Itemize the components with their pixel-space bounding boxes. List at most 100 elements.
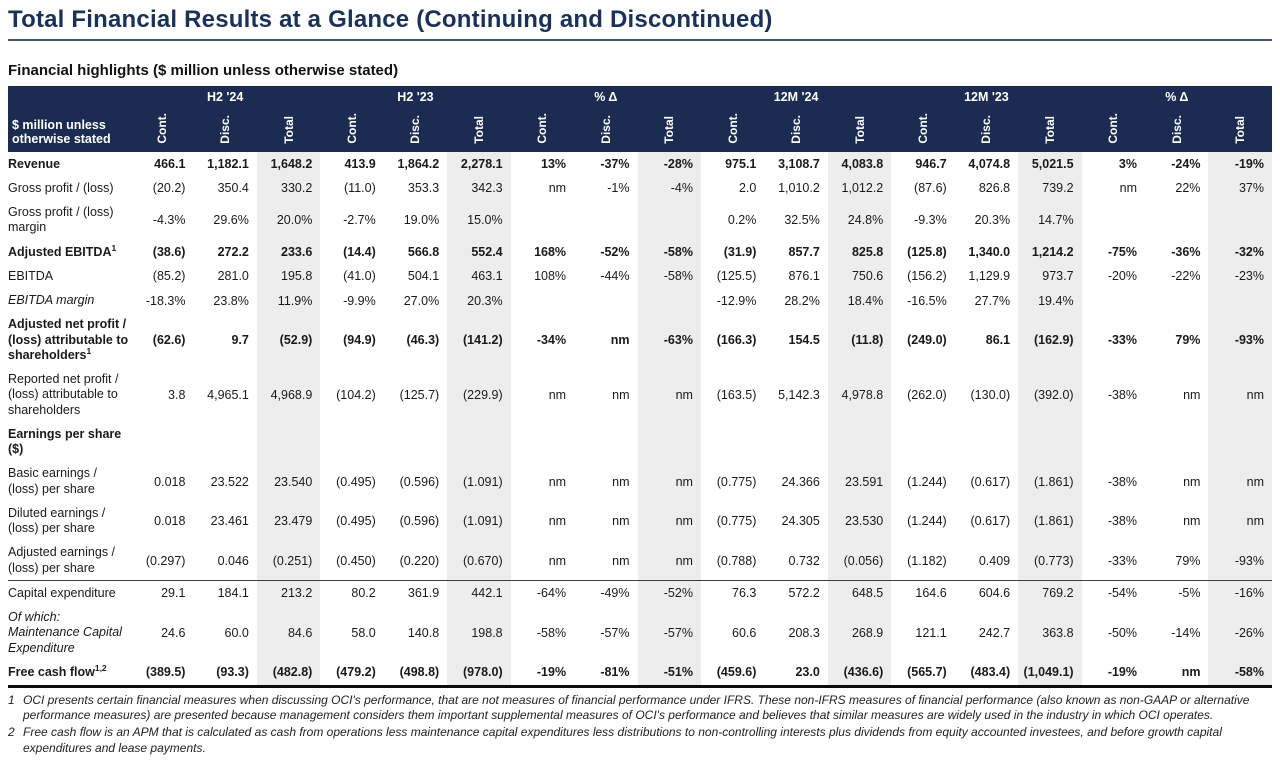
- cell-value: 0.018: [154, 474, 186, 489]
- cell-value: (436.6): [827, 660, 892, 688]
- cell-value: 213.2: [256, 580, 321, 606]
- cell-value: (52.9): [256, 312, 321, 368]
- cell-value: -24%: [1171, 157, 1201, 172]
- column-header-label: Cont.: [154, 113, 169, 144]
- column-header: Disc.: [764, 106, 828, 152]
- cell-value: nm: [612, 474, 630, 489]
- footnote-2: 2 Free cash flow is an APM that is calcu…: [8, 725, 1272, 757]
- cell-value: nm: [548, 181, 567, 196]
- cell-value: 825.8: [827, 240, 892, 265]
- cell-value: -23%: [1208, 264, 1272, 289]
- column-header: Cont.: [130, 106, 194, 152]
- cell-value: 750.6: [827, 264, 892, 289]
- cell-value: 184.1: [193, 580, 257, 606]
- table-body: Revenue 466.1 1,182.1 1,648.2 413.9 1,864.2 2,…: [8, 152, 1272, 688]
- group-header: 12M '23: [891, 86, 1082, 106]
- cell-value: nm: [612, 387, 630, 402]
- cell-value: (565.7): [891, 660, 955, 688]
- row-label: Basic earnings / (loss) per share: [8, 466, 97, 496]
- cell-value: (0.670): [447, 540, 511, 581]
- cell-value: 4,965.1: [207, 387, 249, 402]
- cell-value: [447, 422, 511, 462]
- cell-value: (1.861): [1018, 461, 1082, 502]
- cell-value: nm: [548, 387, 567, 402]
- cell-value: (11.8): [827, 312, 892, 368]
- cell-value: 739.2: [1018, 176, 1082, 201]
- table-header: $ million unless otherwise stated H2 '24…: [8, 86, 1272, 152]
- cell-value: 281.0: [217, 269, 249, 284]
- cell-value: 5,142.3: [778, 387, 820, 402]
- footnote-1: 1 OCI presents certain financial measure…: [8, 693, 1272, 725]
- cell-value: -93%: [1208, 312, 1272, 368]
- cell-value: -32%: [1208, 240, 1272, 265]
- cell-value: 20.3%: [447, 288, 511, 313]
- row-label: Reported net profit / (loss) attributabl…: [8, 372, 119, 417]
- cell-value: 154.5: [788, 333, 820, 348]
- cell-value: (0.617): [970, 514, 1011, 528]
- cell-value: -1%: [607, 181, 630, 196]
- cell-value: (0.056): [827, 540, 892, 581]
- cell-value: -4%: [637, 176, 701, 201]
- cell-value: (0.788): [716, 553, 757, 568]
- page-title: Total Financial Results at a Glance (Con…: [8, 6, 773, 33]
- cell-value: 0.046: [217, 553, 249, 568]
- cell-value: (0.617): [970, 474, 1011, 489]
- footnote-marker: 1,2: [94, 662, 107, 673]
- cell-value: 24.366: [781, 474, 820, 489]
- column-header: Disc.: [383, 106, 448, 152]
- cell-value: (392.0): [1018, 367, 1082, 423]
- column-header-label: Cont.: [345, 113, 360, 144]
- cell-value: [701, 422, 764, 462]
- column-header-label: Total: [1233, 116, 1248, 144]
- cell-value: 268.9: [827, 605, 892, 661]
- cell-value: [320, 422, 383, 462]
- cell-value: 195.8: [256, 264, 321, 289]
- cell-value: 463.1: [447, 264, 511, 289]
- cell-value: 19.4%: [1018, 288, 1082, 313]
- cell-value: 648.5: [827, 580, 892, 606]
- cell-value: 32.5%: [784, 213, 820, 228]
- cell-value: [637, 288, 701, 313]
- cell-value: [827, 422, 892, 462]
- cell-value: 11.9%: [256, 288, 321, 313]
- cell-value: (20.2): [152, 181, 186, 196]
- cell-value: [511, 422, 574, 462]
- cell-value: 24.6: [161, 625, 186, 640]
- cell-value: 60.0: [224, 625, 249, 640]
- cell-value: nm: [1119, 181, 1137, 196]
- row-label: Capital expenditure: [8, 580, 130, 606]
- cell-value: 23.540: [256, 461, 321, 502]
- cell-value: 1,010.2: [778, 181, 820, 196]
- cell-value: -34%: [536, 333, 567, 348]
- column-header: Disc.: [1145, 106, 1209, 152]
- cell-value: [1208, 288, 1272, 313]
- cell-value: 1,182.1: [207, 157, 249, 172]
- cell-value: -57%: [600, 625, 630, 640]
- cell-value: -28%: [637, 152, 701, 177]
- cell-value: 23.461: [210, 514, 249, 528]
- cell-value: -12.9%: [716, 293, 757, 308]
- table-row: Gross profit / (loss) (20.2) 350.4 330.2 (11…: [8, 176, 1272, 201]
- cell-value: (1.244): [907, 474, 947, 489]
- cell-value: (0.775): [716, 474, 757, 489]
- cell-value: (0.220): [399, 553, 440, 568]
- cell-value: [574, 289, 637, 313]
- cell-value: 769.2: [1018, 580, 1082, 606]
- cell-value: -49%: [574, 580, 638, 606]
- cell-value: nm: [1208, 367, 1272, 423]
- footnote-marker: 1: [86, 345, 92, 356]
- cell-value: 826.8: [978, 181, 1011, 196]
- column-header: Disc.: [193, 106, 257, 152]
- cell-value: 242.7: [978, 625, 1011, 640]
- cell-value: 20.0%: [256, 200, 321, 240]
- cell-value: -19%: [1208, 152, 1272, 177]
- cell-value: -9.9%: [343, 293, 376, 308]
- cell-value: 330.2: [256, 176, 321, 201]
- cell-value: 4,978.8: [827, 367, 892, 423]
- cell-value: 975.1: [725, 157, 757, 172]
- column-header: Cont.: [700, 106, 765, 152]
- cell-value: 504.1: [407, 269, 440, 284]
- title-divider: [8, 39, 1272, 41]
- cell-value: 0.018: [154, 514, 186, 528]
- table-row: Gross profit / (loss) margin -4.3% 29.6% 20…: [8, 200, 1272, 240]
